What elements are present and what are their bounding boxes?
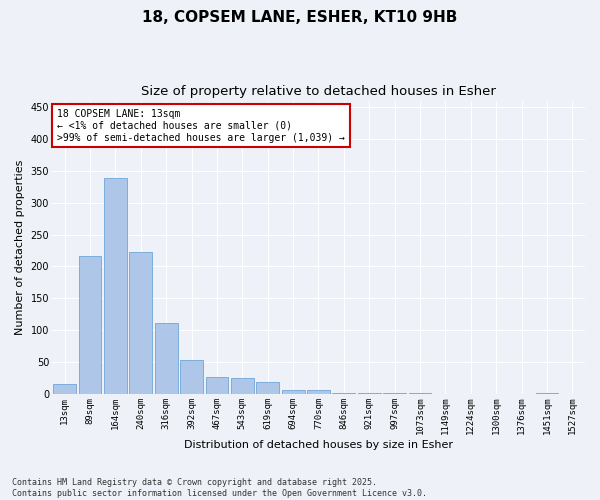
Bar [155, 322, 178, 394]
Bar [53, 384, 76, 394]
Bar [307, 390, 330, 394]
Bar [130, 252, 152, 394]
Y-axis label: Number of detached properties: Number of detached properties [15, 160, 25, 335]
Text: Contains HM Land Registry data © Crown copyright and database right 2025.
Contai: Contains HM Land Registry data © Crown c… [12, 478, 427, 498]
Bar [79, 256, 101, 394]
Bar [180, 360, 203, 394]
Bar [332, 393, 355, 394]
Bar [256, 382, 279, 394]
X-axis label: Distribution of detached houses by size in Esher: Distribution of detached houses by size … [184, 440, 453, 450]
Bar [206, 377, 229, 394]
Bar [104, 178, 127, 394]
Text: 18, COPSEM LANE, ESHER, KT10 9HB: 18, COPSEM LANE, ESHER, KT10 9HB [142, 10, 458, 25]
Title: Size of property relative to detached houses in Esher: Size of property relative to detached ho… [141, 85, 496, 98]
Bar [281, 390, 305, 394]
Text: 18 COPSEM LANE: 13sqm
← <1% of detached houses are smaller (0)
>99% of semi-deta: 18 COPSEM LANE: 13sqm ← <1% of detached … [57, 110, 345, 142]
Bar [231, 378, 254, 394]
